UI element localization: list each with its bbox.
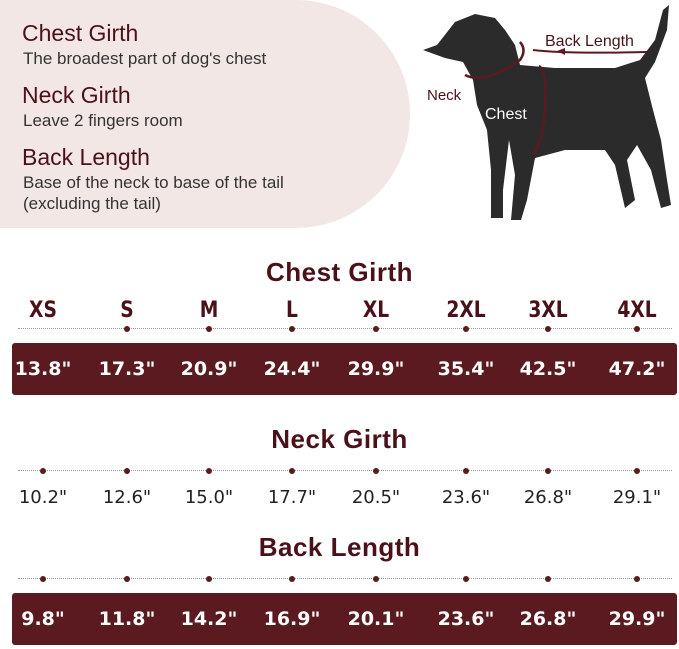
neck-values-cell: 20.5" <box>351 487 401 508</box>
neck-values-cell: 17.7" <box>267 487 317 508</box>
back-values-cell: 16.9" <box>263 608 321 630</box>
size-marker-dot <box>373 468 379 474</box>
back-values-cell: 9.8" <box>21 608 65 630</box>
size-marker-dot <box>634 468 640 474</box>
neck-values-cell: 23.6" <box>441 487 491 508</box>
back-length-title: Back Length <box>258 532 421 562</box>
size-marker-dot <box>545 576 551 582</box>
neck-values-cell: 12.6" <box>102 487 152 508</box>
chest-values-cell: 13.8" <box>14 358 72 380</box>
sizes-cell: 4XL <box>617 298 657 323</box>
back-values-bar: 9.8" 11.8" 14.2" 16.9" 20.1" 23.6" 26.8" 29.9" <box>12 593 677 645</box>
size-marker-dot <box>634 326 640 332</box>
chest-values-cell: 20.9" <box>180 358 238 380</box>
neck-line <box>464 41 525 80</box>
chest-values-cell: 17.3" <box>98 358 156 380</box>
chest-divider <box>18 328 672 329</box>
legend-heading-back: Back Length <box>22 144 150 170</box>
chest-values-cell: 42.5" <box>519 358 577 380</box>
chest-values-cell: 47.2" <box>608 358 666 380</box>
size-marker-dot <box>289 576 295 582</box>
size-marker-dot <box>206 468 212 474</box>
size-labels-row: XS S M L XL 2XL 3XL 4XL <box>0 298 679 328</box>
size-marker-dot <box>124 468 130 474</box>
dog-diagram: Back Length Neck Chest <box>423 5 671 220</box>
neck-values-cell: 10.2" <box>18 487 68 508</box>
diagram-label-chest: Chest <box>485 106 527 123</box>
sizes-cell: XL <box>362 298 390 323</box>
chest-line <box>531 64 547 156</box>
size-marker-dot <box>289 468 295 474</box>
sizes-cell: M <box>199 298 219 323</box>
size-marker-dot <box>206 326 212 332</box>
legend-desc-back-2: (excluding the tail) <box>23 194 161 213</box>
legend-heading-neck: Neck Girth <box>22 82 131 108</box>
back-length-arrow <box>532 49 648 54</box>
size-marker-dot <box>463 326 469 332</box>
dog-silhouette <box>423 5 671 220</box>
size-marker-dot <box>463 576 469 582</box>
neck-values-cell: 26.8" <box>523 487 573 508</box>
back-values-cell: 29.9" <box>608 608 666 630</box>
chest-values-cell: 24.4" <box>263 358 321 380</box>
size-marker-dot <box>124 576 130 582</box>
sizes-cell: S <box>120 298 134 323</box>
size-marker-dot <box>545 326 551 332</box>
legend-heading-chest: Chest Girth <box>22 20 139 46</box>
legend-desc-neck: Leave 2 fingers room <box>23 111 183 130</box>
back-values-cell: 26.8" <box>519 608 577 630</box>
size-marker-dot <box>289 326 295 332</box>
size-marker-dot <box>634 576 640 582</box>
size-marker-dot <box>545 468 551 474</box>
size-marker-dot <box>373 326 379 332</box>
size-marker-dot <box>463 468 469 474</box>
size-marker-dot <box>373 576 379 582</box>
sizes-cell: 3XL <box>528 298 568 323</box>
legend-desc-back-1: Base of the neck to base of the tail <box>23 173 284 192</box>
chest-girth-title: Chest Girth <box>265 257 414 287</box>
diagram-label-neck: Neck <box>427 87 462 104</box>
back-values-cell: 11.8" <box>98 608 156 630</box>
chest-values-bar: 13.8" 17.3" 20.9" 24.4" 29.9" 35.4" 42.5" 47.2" <box>12 343 677 395</box>
back-values-cell: 23.6" <box>437 608 495 630</box>
neck-divider <box>18 470 672 471</box>
size-marker-dot <box>40 468 46 474</box>
legend-desc-chest: The broadest part of dog's chest <box>23 49 267 68</box>
size-marker-dot <box>124 326 130 332</box>
neck-values-cell: 15.0" <box>184 487 234 508</box>
sizes-cell: XS <box>29 298 57 323</box>
chest-values-cell: 35.4" <box>437 358 495 380</box>
neck-girth-title: Neck Girth <box>271 424 408 454</box>
back-divider <box>18 578 672 579</box>
size-marker-dot <box>206 576 212 582</box>
neck-values-row: 10.2" 12.6" 15.0" 17.7" 20.5" 23.6" 26.8" 29.1" <box>0 487 679 517</box>
sizes-cell: L <box>286 298 298 323</box>
sizes-cell: 2XL <box>446 298 486 323</box>
back-values-cell: 14.2" <box>180 608 238 630</box>
size-marker-dot <box>40 576 46 582</box>
back-values-cell: 20.1" <box>347 608 405 630</box>
diagram-label-back: Back Length <box>545 33 634 50</box>
chest-values-cell: 29.9" <box>347 358 405 380</box>
legend-panel <box>0 0 410 228</box>
neck-values-cell: 29.1" <box>612 487 662 508</box>
